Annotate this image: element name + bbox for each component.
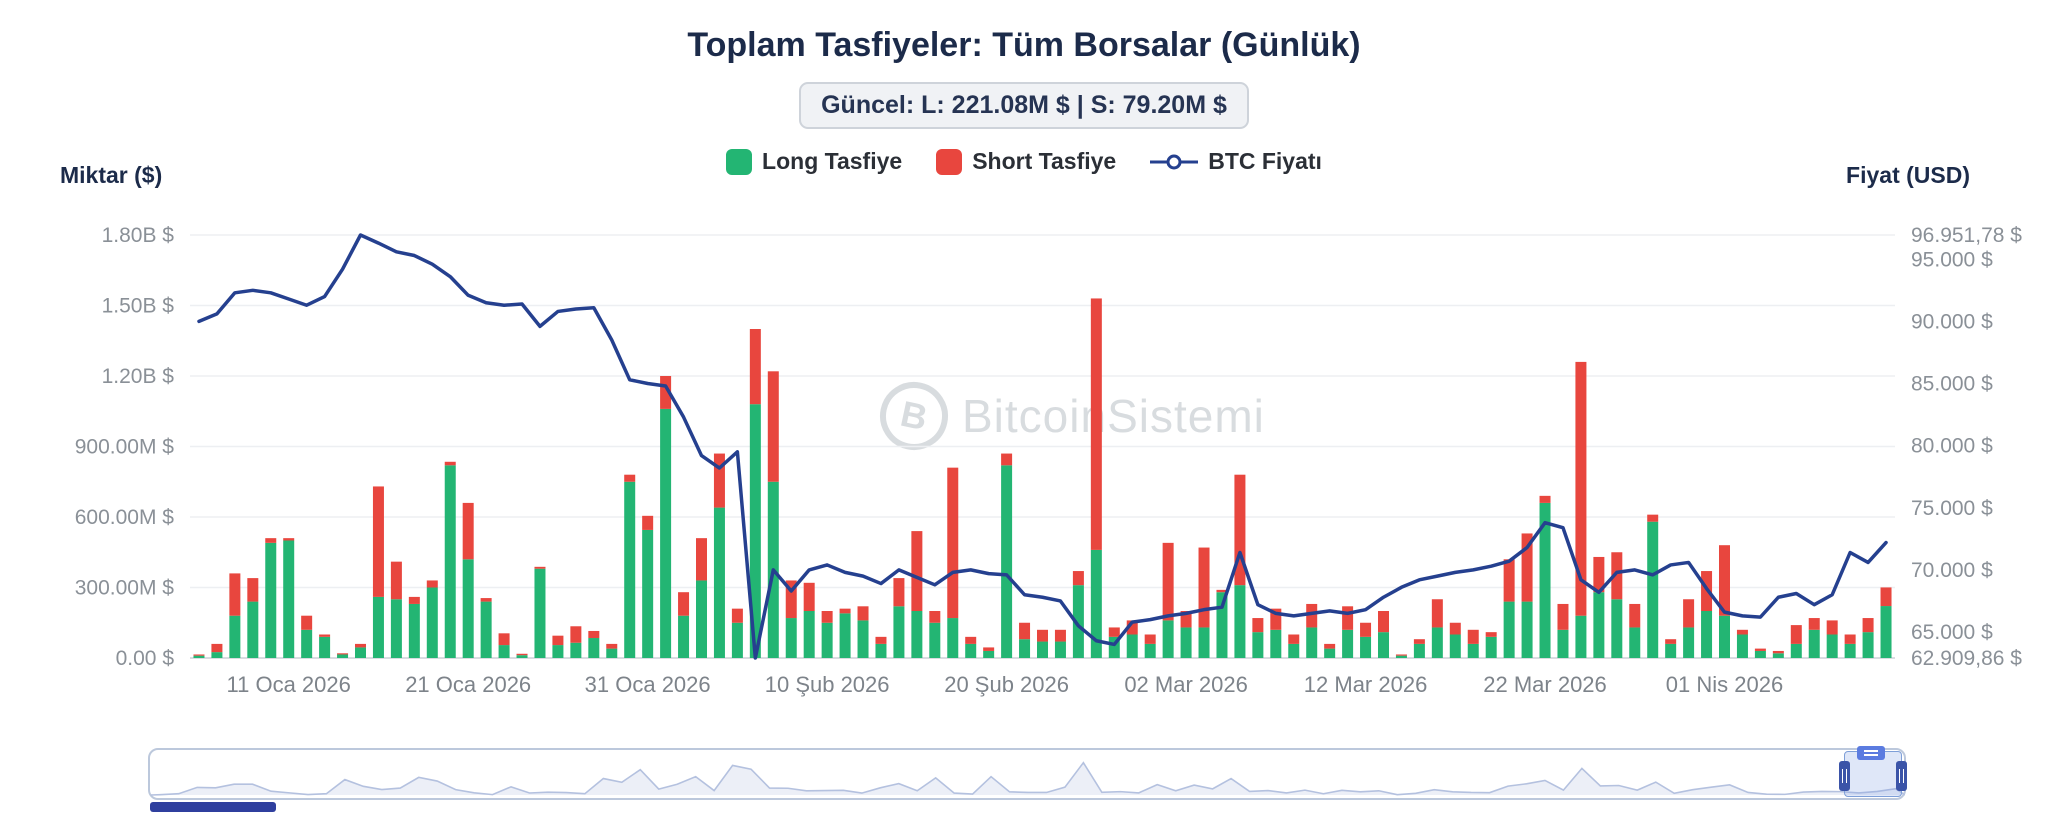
svg-text:21 Oca 2026: 21 Oca 2026 [405,672,531,697]
svg-text:90.000 $: 90.000 $ [1911,310,1993,333]
svg-text:900.00M $: 900.00M $ [75,436,175,459]
svg-text:96.951,78 $: 96.951,78 $ [1911,224,2022,247]
svg-text:75.000 $: 75.000 $ [1911,497,1993,520]
right-axis-title: Fiyat (USD) [1846,162,1970,188]
legend-label-long: Long Tasfiye [762,148,903,174]
svg-text:12 Mar 2026: 12 Mar 2026 [1304,672,1428,697]
svg-text:1.50B $: 1.50B $ [102,295,175,318]
svg-text:95.000 $: 95.000 $ [1911,248,1993,271]
legend-item-btc-price[interactable]: BTC Fiyatı [1150,148,1322,175]
svg-text:31 Oca 2026: 31 Oca 2026 [585,672,711,697]
svg-text:70.000 $: 70.000 $ [1911,559,1993,582]
svg-text:10 Şub 2026: 10 Şub 2026 [765,672,890,697]
legend-item-long[interactable]: Long Tasfiye [726,148,902,175]
svg-text:600.00M $: 600.00M $ [75,506,175,529]
current-badge-row: Güncel: L: 221.08M $ | S: 79.20M $ [0,82,2048,129]
chart-legend: Long Tasfiye Short Tasfiye BTC Fiyatı [0,148,2048,175]
navigator-sparkline [151,761,1905,796]
navigator-handle-left[interactable] [1839,761,1850,791]
svg-text:01 Nis 2026: 01 Nis 2026 [1666,672,1783,697]
current-values-badge: Güncel: L: 221.08M $ | S: 79.20M $ [799,82,1249,129]
legend-label-btc: BTC Fiyatı [1208,148,1322,174]
watermark-text: BitcoinSistemi [962,390,1265,442]
svg-text:300.00M $: 300.00M $ [75,577,175,600]
navigator-handle-grip[interactable] [1857,746,1885,760]
legend-item-short[interactable]: Short Tasfiye [936,148,1116,175]
short-swatch-icon [936,148,963,175]
svg-text:62.909,86 $: 62.909,86 $ [1911,647,2022,670]
svg-text:22 Mar 2026: 22 Mar 2026 [1483,672,1607,697]
range-navigator[interactable] [148,746,1907,800]
svg-text:85.000 $: 85.000 $ [1911,373,1993,396]
svg-text:02 Mar 2026: 02 Mar 2026 [1124,672,1248,697]
liquidations-chart[interactable]: 0.00 $ 300.00M $ 600.00M $ 900.00M $ 1.20B $… [0,190,2048,710]
svg-text:20 Şub 2026: 20 Şub 2026 [944,672,1069,697]
navigator-handle-right[interactable] [1896,761,1907,791]
svg-text:80.000 $: 80.000 $ [1911,435,1993,458]
legend-label-short: Short Tasfiye [972,148,1117,174]
left-axis-title: Miktar ($) [60,162,163,188]
navigator-selection[interactable] [1839,746,1907,797]
h-scrollbar-thumb[interactable] [150,802,276,812]
svg-text:1.20B $: 1.20B $ [102,365,175,388]
svg-text:11 Oca 2026: 11 Oca 2026 [227,672,351,697]
line-marker-icon [1150,154,1199,169]
svg-text:65.000 $: 65.000 $ [1911,621,1993,644]
watermark: B BitcoinSistemi [873,375,1265,457]
page-title: Toplam Tasfiyeler: Tüm Borsalar (Günlük) [687,26,1361,64]
svg-text:1.80B $: 1.80B $ [102,224,175,247]
long-swatch-icon [726,148,753,175]
svg-text:0.00 $: 0.00 $ [116,647,175,670]
